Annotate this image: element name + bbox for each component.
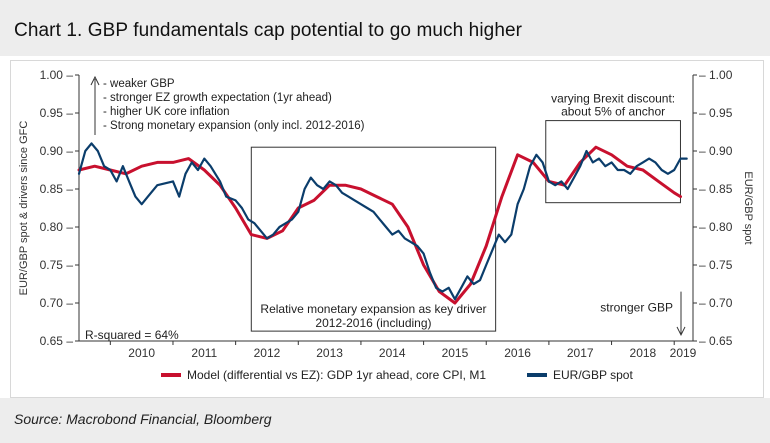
x-tick-label: 2019 [670,346,697,360]
y-tick-label-left: 0.80 – [40,220,74,234]
x-tick-label: 2013 [316,346,343,360]
y-tick-label-left: 0.70 – [40,296,74,310]
y-tick-label-right: – 0.95 [699,106,733,120]
chart-title: Chart 1. GBP fundamentals cap potential … [14,20,523,41]
source-bar: Source: Macrobond Financial, Bloomberg [0,398,770,443]
driver-note: - Strong monetary expansion (only incl. … [103,120,365,132]
y-axis-title-left: EUR/GBP spot & drivers since GFC [18,121,30,296]
y-tick-label-right: – 0.70 [699,296,733,310]
driver-note: - higher UK core inflation [103,106,230,118]
y-tick-label-right: – 0.90 [699,144,733,158]
y-tick-label-right: – 0.75 [699,258,733,272]
x-tick-label: 2014 [379,346,406,360]
y-axis-title-right: EUR/GBP spot [742,171,754,244]
spot-line [77,142,688,301]
stronger-gbp-arrowhead [676,326,686,337]
brexit-discount-label: varying Brexit discount: [551,92,675,106]
brexit-discount-sublabel: about 5% of anchor [561,105,665,119]
y-tick-label-left: 0.95 – [40,106,74,120]
x-tick-label: 2012 [254,346,281,360]
y-tick-label-right: – 1.00 [699,68,733,82]
y-tick-label-right: – 0.85 [699,182,733,196]
legend-label: EUR/GBP spot [553,368,633,382]
y-tick-label-left: 1.00 – [40,68,74,82]
chart-canvas: 1.00 – – 1.00 0.95 – – 0.95 0.90 – – 0.90 0.85… [18,68,754,382]
y-tick-label-left: 0.85 – [40,182,74,196]
driver-note: - stronger EZ growth expectation (1yr ah… [103,92,332,104]
x-tick-label: 2015 [442,346,469,360]
title-bar: Chart 1. GBP fundamentals cap potential … [0,0,770,56]
x-tick-label: 2011 [191,346,217,360]
x-tick-label: 2017 [567,346,594,360]
brexit-discount-box [545,120,681,204]
relative-expansion-sublabel: 2012-2016 (including) [315,316,431,330]
legend-label: Model (differential vs EZ): GDP 1yr ahea… [187,368,486,382]
r-squared-label: R-squared = 64% [85,328,179,342]
y-tick-label-left: 0.90 – [40,144,74,158]
x-tick-label: 2010 [128,346,155,360]
y-tick-label-right: – 0.65 [699,334,733,348]
relative-expansion-box [250,146,497,332]
y-tick-label-left: 0.65 – [40,334,74,348]
source-note: Source: Macrobond Financial, Bloomberg [14,411,272,427]
y-tick-label-left: 0.75 – [40,258,74,272]
model-line [77,145,682,305]
weaker-gbp-arrowhead [90,75,100,86]
x-tick-label: 2018 [630,346,657,360]
chart-panel: 1.00 – – 1.00 0.95 – – 0.95 0.90 – – 0.90 0.85… [10,60,764,398]
relative-expansion-label: Relative monetary expansion as key drive… [260,302,486,316]
driver-note: - weaker GBP [103,78,175,90]
x-tick-label: 2016 [504,346,531,360]
stronger-gbp-label: stronger GBP [600,300,673,314]
y-tick-label-right: – 0.80 [699,220,733,234]
